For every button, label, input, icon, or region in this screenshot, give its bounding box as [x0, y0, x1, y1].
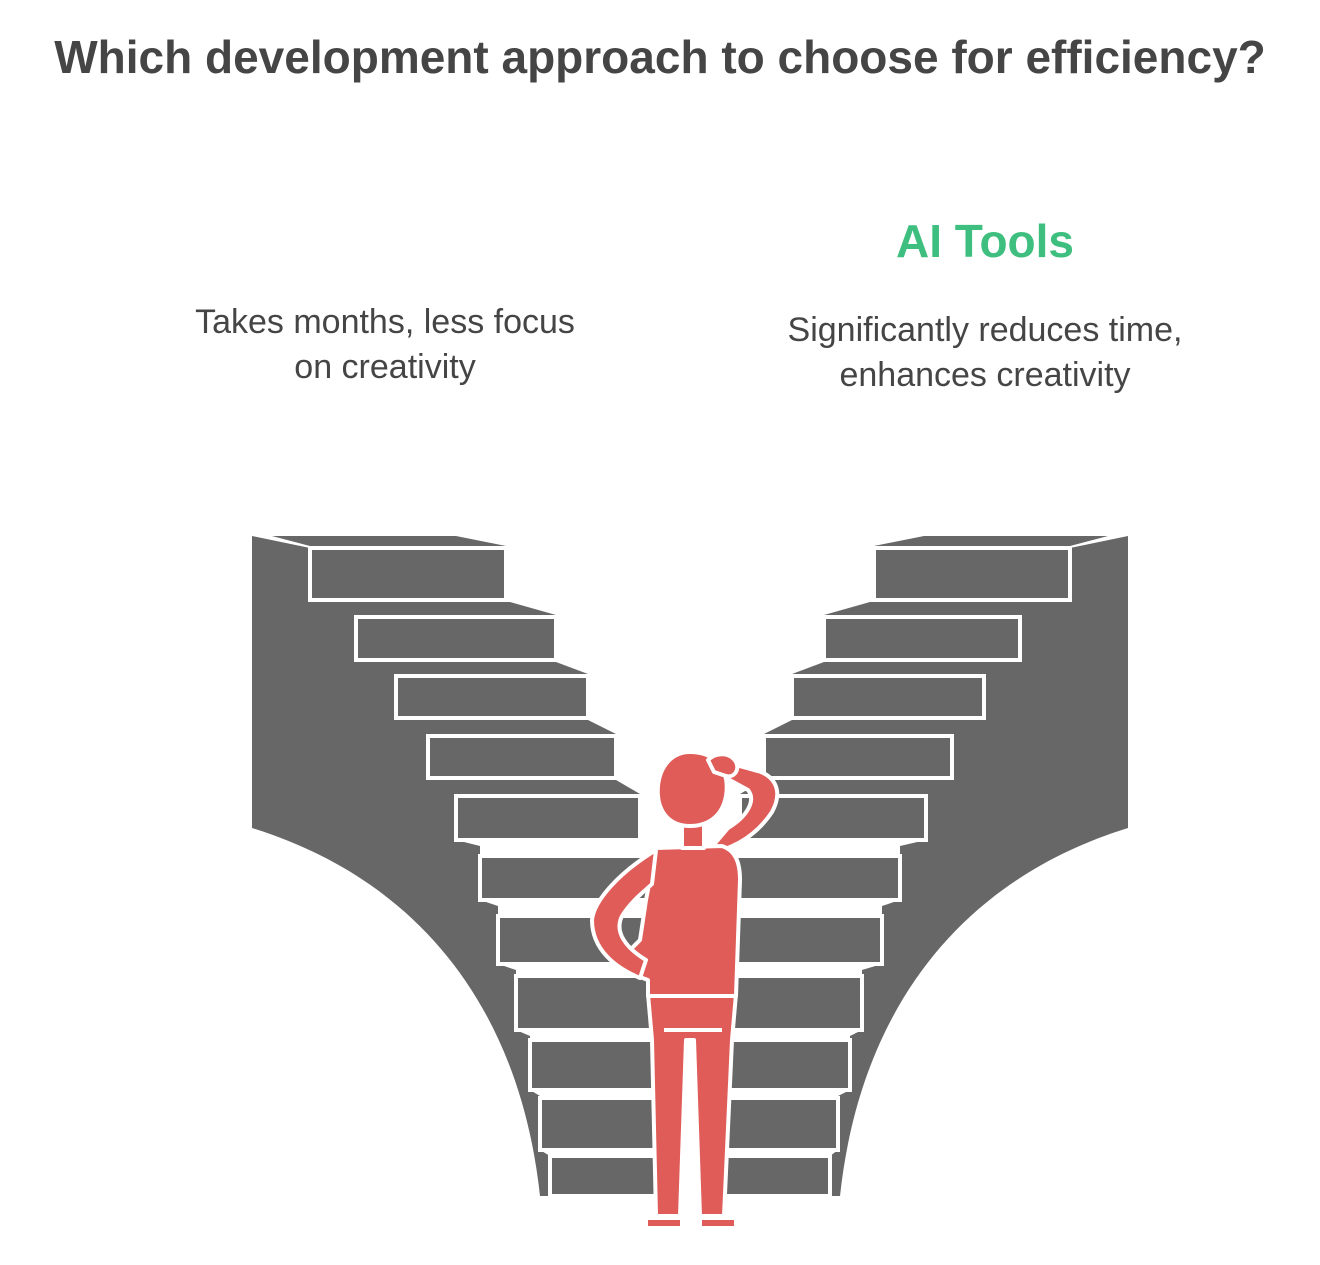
right-step-tops [740, 536, 1108, 794]
person-arm-right [704, 762, 780, 856]
person-feet [644, 1216, 738, 1230]
right-step [728, 854, 902, 902]
right-step [762, 734, 954, 780]
right-step [718, 1096, 840, 1152]
left-option: Takes months, less focus on creativity [185, 300, 585, 390]
right-step [822, 615, 1022, 662]
left-step [426, 734, 618, 780]
left-stair-wall [252, 536, 550, 1196]
left-step [354, 615, 558, 662]
thinking-person [590, 750, 780, 1230]
left-step [514, 974, 668, 1032]
left-staircase [252, 536, 668, 1198]
left-step [454, 794, 642, 842]
right-staircase [712, 536, 1128, 1198]
right-stair-wall [830, 536, 1128, 1196]
left-step [308, 546, 508, 602]
left-option-description: Takes months, less focus on creativity [195, 303, 575, 386]
right-step [720, 914, 884, 966]
right-step [790, 674, 986, 720]
left-step-tops [272, 536, 640, 794]
person-hand [706, 752, 740, 779]
right-step [872, 546, 1072, 602]
left-step [538, 1096, 662, 1152]
right-option-description: Significantly reduces time, enhances cre… [787, 311, 1183, 394]
left-step [548, 1154, 662, 1198]
right-option-label: AI Tools [895, 215, 1075, 267]
right-option: AI Tools Significantly reduces time, enh… [785, 212, 1185, 398]
person-legs [646, 992, 738, 1218]
diagram-title: Which development approach to choose for… [54, 31, 1266, 83]
right-steps [712, 546, 1072, 1198]
left-step [528, 1038, 662, 1092]
person-arm-left [590, 848, 658, 980]
right-step [718, 1038, 852, 1092]
left-step [394, 674, 590, 720]
left-steps [308, 546, 668, 1198]
right-step [718, 1154, 832, 1198]
